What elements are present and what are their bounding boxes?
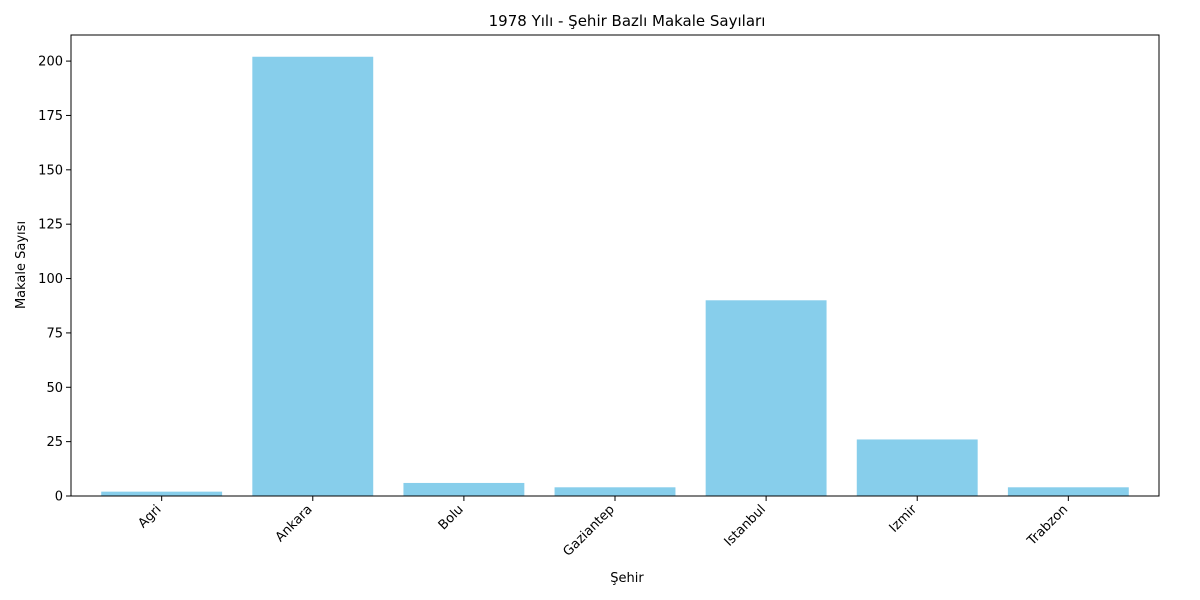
chart-title: 1978 Yılı - Şehir Bazlı Makale Sayıları <box>489 12 766 30</box>
y-tick-label: 0 <box>55 490 63 505</box>
y-tick-label: 25 <box>46 435 63 450</box>
x-tick-label-trabzon: Trabzon <box>1024 502 1071 549</box>
bar-istanbul <box>705 300 827 496</box>
bar-agri <box>101 491 223 496</box>
y-axis-title: Makale Sayısı <box>14 221 29 309</box>
bar-ankara <box>252 56 374 496</box>
x-tick-label-gaziantep: Gaziantep <box>561 502 618 559</box>
x-axis-title: Şehir <box>610 571 644 586</box>
y-tick-label: 50 <box>46 381 63 396</box>
bars-group <box>101 56 1129 496</box>
y-tick-label: 200 <box>38 55 63 70</box>
bar-izmir <box>856 439 978 496</box>
x-axis: Agri Ankara Bolu Gaziantep Istanbul Izmir Trab… <box>135 496 1071 560</box>
bar-trabzon <box>1007 487 1129 496</box>
plot-frame <box>70 34 1160 497</box>
x-tick-label-istanbul: Istanbul <box>722 502 769 549</box>
y-tick-label: 75 <box>46 326 63 341</box>
bar-bolu <box>403 482 525 496</box>
y-tick-label: 100 <box>38 272 63 287</box>
y-tick-label: 175 <box>38 109 63 124</box>
y-tick-label: 125 <box>38 218 63 233</box>
x-tick-label-agri: Agri <box>135 502 164 531</box>
x-tick-label-bolu: Bolu <box>436 502 467 533</box>
x-tick-label-izmir: Izmir <box>887 502 921 536</box>
bar-gaziantep <box>554 487 676 496</box>
y-tick-label: 150 <box>38 163 63 178</box>
x-tick-label-ankara: Ankara <box>273 502 316 545</box>
y-axis: 0 25 50 75 100 125 150 175 200 <box>38 55 71 505</box>
